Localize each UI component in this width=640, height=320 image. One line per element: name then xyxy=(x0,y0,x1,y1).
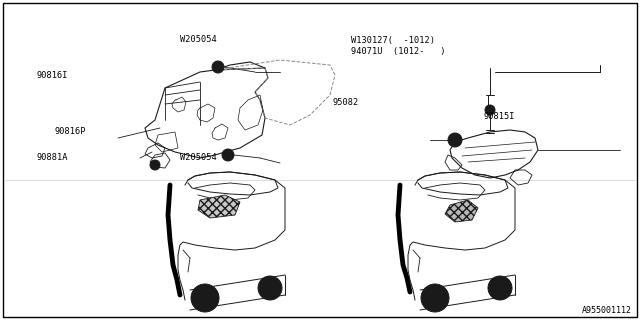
Circle shape xyxy=(421,284,449,312)
Text: 90881A: 90881A xyxy=(36,153,68,162)
Circle shape xyxy=(258,276,282,300)
Polygon shape xyxy=(198,195,240,218)
Text: W205054: W205054 xyxy=(180,153,217,162)
Circle shape xyxy=(152,163,157,167)
Text: W130127(  -1012): W130127( -1012) xyxy=(351,36,435,44)
Circle shape xyxy=(212,61,224,73)
Text: 90816I: 90816I xyxy=(36,71,68,80)
Circle shape xyxy=(215,64,221,70)
Circle shape xyxy=(488,276,512,300)
Circle shape xyxy=(222,149,234,161)
Circle shape xyxy=(225,152,231,158)
Text: 90816P: 90816P xyxy=(54,127,86,136)
Text: 95082: 95082 xyxy=(333,98,359,107)
Text: A955001112: A955001112 xyxy=(582,306,632,315)
Circle shape xyxy=(495,283,505,293)
Text: 94071U  (1012-   ): 94071U (1012- ) xyxy=(351,47,445,56)
Circle shape xyxy=(451,137,458,143)
Polygon shape xyxy=(445,200,478,222)
Circle shape xyxy=(485,105,495,115)
Text: W205054: W205054 xyxy=(180,35,217,44)
Circle shape xyxy=(429,292,441,304)
Circle shape xyxy=(191,284,219,312)
Circle shape xyxy=(199,292,211,304)
Circle shape xyxy=(150,160,160,170)
Circle shape xyxy=(448,133,462,147)
Circle shape xyxy=(265,283,275,293)
Text: 90815I: 90815I xyxy=(483,112,515,121)
